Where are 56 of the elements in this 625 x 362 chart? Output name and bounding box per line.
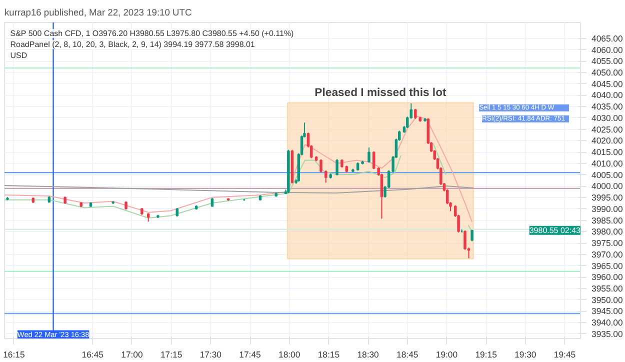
x-tick-label: 16:15 xyxy=(3,350,25,360)
y-tick-label: 4055.00 xyxy=(592,56,623,66)
y-tick-label: 4030.00 xyxy=(592,112,623,123)
y-tick-label: 3935.00 xyxy=(592,328,623,339)
annotation: S&P 500 Cash CFD, 1 O3976.20 H3980.55 L3975.80 C3980.55 +4.50 (+0.11%) xyxy=(10,29,294,38)
y-tick-label: 3975.00 xyxy=(592,238,623,248)
y-tick-label: 3985.00 xyxy=(592,215,623,226)
x-tick-label: 18:45 xyxy=(396,350,418,360)
x-tick-label: 19:00 xyxy=(436,350,458,360)
candlestick xyxy=(320,158,322,174)
candlestick xyxy=(324,170,328,184)
y-tick-label: 4020.00 xyxy=(592,136,623,146)
x-tick-label: 17:15 xyxy=(160,350,182,360)
candlestick xyxy=(414,108,417,120)
candlestick xyxy=(372,150,376,170)
y-tick-label: 3965.00 xyxy=(592,260,623,271)
y-tick-label: 4000.00 xyxy=(592,181,623,192)
candlestick xyxy=(368,147,370,164)
y-tick-label: 3955.00 xyxy=(592,283,623,294)
x-tick-label: 18:00 xyxy=(278,350,300,360)
y-tick-label: 4045.00 xyxy=(592,78,623,89)
y-tick-label: 4050.00 xyxy=(592,68,623,78)
y-tick-label: 3940.00 xyxy=(592,318,623,328)
x-tick-label: 16:45 xyxy=(82,350,104,360)
y-tick-label: 4015.00 xyxy=(592,147,623,158)
annotation: RoadPanel (2, 8, 10, 20, 3, Black, 2, 9, 14) 3994.19 3977.58 3998.01 xyxy=(10,40,256,50)
y-tick-label: 3995.00 xyxy=(592,192,623,203)
y-tick-label: 3970.00 xyxy=(592,249,623,260)
x-tick-label: 17:00 xyxy=(121,350,143,360)
annotation: USD xyxy=(10,51,28,60)
band-label: Pleased I missed this lot xyxy=(314,86,446,99)
x-tick-label: 19:15 xyxy=(475,350,498,360)
y-tick-label: 4005.00 xyxy=(592,170,623,180)
y-tick-label: 3990.00 xyxy=(592,204,623,214)
x-tick-label: 17:45 xyxy=(239,350,262,360)
annotation: 3980.55 02:43 xyxy=(529,226,582,235)
candlestick xyxy=(464,230,466,250)
y-tick-label: 4040.00 xyxy=(592,90,623,100)
y-tick-label: 4065.00 xyxy=(592,33,623,44)
y-tick-label: 4060.00 xyxy=(592,44,623,55)
y-tick-label: 3980.00 xyxy=(592,226,623,237)
line-series xyxy=(4,116,473,222)
y-tick-label: 4035.00 xyxy=(592,102,623,112)
y-tick-label: 3945.00 xyxy=(592,306,623,316)
line-series xyxy=(4,185,474,194)
y-tick-label: 4025.00 xyxy=(592,124,623,134)
candlestick xyxy=(336,158,338,176)
y-tick-label: 4010.00 xyxy=(592,158,623,168)
x-tick-label: 18:30 xyxy=(357,350,380,360)
x-tick-label: 18:15 xyxy=(318,350,340,360)
x-tick-label: 19:30 xyxy=(514,350,536,360)
x-tick-label: 19:45 xyxy=(554,350,576,360)
y-tick-label: 3960.00 xyxy=(592,272,623,282)
chart-title: kurrap16 published, Mar 22, 2023 19:10 UTC xyxy=(4,8,192,18)
y-tick-label: 3950.00 xyxy=(592,294,623,305)
x-tick-label: 17:30 xyxy=(200,350,222,360)
